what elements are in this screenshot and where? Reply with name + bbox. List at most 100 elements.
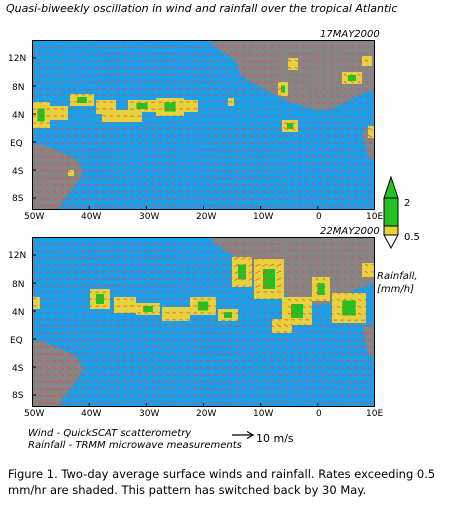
wind-vector	[206, 263, 212, 267]
wind-vector	[87, 190, 93, 194]
wind-vector	[301, 101, 306, 105]
panel-date-bottom: 22MAY2000	[320, 226, 380, 237]
wind-vector	[322, 249, 327, 252]
wind-vector	[59, 155, 65, 159]
wind-vector	[283, 141, 289, 145]
wind-vector	[59, 331, 65, 335]
wind-vector	[129, 66, 135, 70]
wind-vector	[66, 270, 72, 274]
wind-vector	[304, 379, 310, 384]
wind-vector	[234, 141, 240, 145]
wind-vector	[276, 366, 282, 370]
wind-vector	[234, 127, 240, 131]
wind-vector	[206, 373, 212, 377]
wind-vector	[129, 155, 135, 159]
wind-vector	[220, 242, 226, 246]
wind-vector	[283, 351, 289, 356]
wind-vector	[227, 204, 233, 208]
wind-vector	[150, 52, 156, 56]
wind-vector	[339, 204, 345, 208]
wind-vector	[59, 380, 65, 384]
wind-vector	[108, 338, 114, 342]
wind-vector	[171, 140, 177, 145]
wind-vector	[171, 133, 177, 138]
wind-vector	[294, 115, 299, 118]
wind-vector	[178, 345, 184, 349]
wind-vector	[227, 387, 233, 391]
wind-vector	[276, 284, 282, 288]
wind-vector	[129, 134, 135, 138]
wind-vector	[294, 305, 299, 308]
wind-vector	[287, 263, 292, 267]
wind-vector	[122, 330, 128, 335]
wind-vector	[164, 242, 170, 246]
wind-vector	[364, 242, 369, 245]
wind-vector	[115, 324, 121, 328]
wind-vector	[325, 182, 331, 187]
wind-vector	[315, 73, 320, 77]
wind-vector	[290, 204, 296, 208]
wind-vector	[136, 45, 142, 49]
wind-vector	[150, 249, 156, 253]
wind-vector	[143, 372, 149, 377]
wind-vector	[318, 359, 324, 363]
wind-vector	[94, 263, 100, 267]
wind-vector	[364, 45, 369, 48]
wind-vector	[227, 373, 233, 377]
wind-vector	[45, 270, 51, 274]
wind-vector	[213, 366, 219, 370]
wind-vector	[360, 190, 366, 194]
wind-vector	[276, 190, 282, 194]
wind-vector	[108, 73, 114, 77]
wind-vector	[360, 345, 366, 349]
wind-vector	[283, 372, 289, 377]
wind-vector	[80, 183, 86, 187]
wind-vector	[227, 242, 233, 246]
wind-vector	[192, 127, 198, 131]
wind-vector	[339, 331, 345, 335]
wind-vector	[45, 134, 51, 138]
wind-vector	[66, 52, 72, 56]
wind-vector	[301, 298, 306, 302]
wind-vector	[129, 263, 135, 267]
wind-vector	[45, 277, 51, 281]
wind-vector	[108, 169, 114, 173]
wind-vector	[87, 394, 93, 398]
wind-vector	[178, 284, 184, 288]
wind-vector	[227, 401, 233, 405]
wind-vector	[283, 155, 289, 159]
wind-vector	[108, 134, 114, 138]
wind-vector	[101, 401, 107, 405]
wind-vector	[143, 204, 149, 208]
wind-vector	[248, 176, 254, 180]
wind-vector	[346, 183, 352, 187]
africa-landmass	[210, 237, 375, 305]
wind-vector	[59, 394, 65, 398]
wind-vector	[255, 242, 261, 246]
wind-vector	[45, 331, 51, 335]
wind-vector	[269, 73, 275, 77]
wind-vector	[308, 80, 312, 84]
wind-vector	[311, 133, 317, 138]
wind-vector	[115, 352, 121, 356]
wind-vector	[339, 148, 345, 152]
wind-vector	[346, 359, 352, 363]
wind-vector	[248, 373, 254, 377]
wind-vector	[122, 263, 128, 267]
wind-vector	[59, 52, 65, 56]
wind-vector	[315, 270, 320, 274]
wind-vector	[350, 256, 355, 259]
wind-vector	[353, 204, 359, 208]
wind-vector	[185, 324, 191, 328]
wind-vector	[66, 197, 72, 201]
wind-vector	[276, 155, 282, 159]
wind-vector	[108, 270, 114, 274]
wind-vector	[66, 331, 72, 335]
wind-vector	[297, 204, 303, 208]
wind-vector	[269, 331, 275, 335]
wind-vector	[329, 312, 334, 315]
wind-vector	[332, 401, 338, 405]
rain-patch-high	[37, 108, 45, 122]
wind-vector	[315, 87, 319, 91]
wind-vector	[311, 175, 317, 180]
